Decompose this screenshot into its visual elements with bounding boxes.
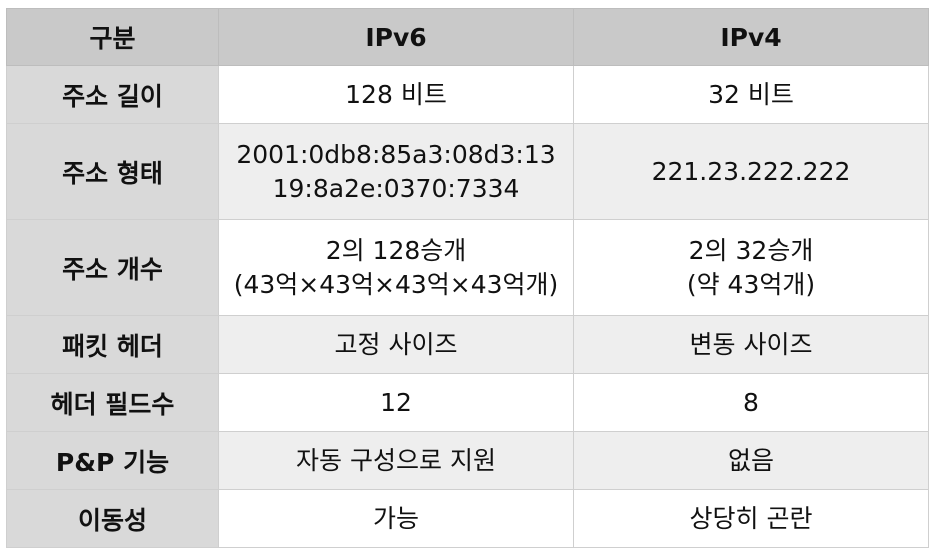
ipv6-cell: 12 bbox=[218, 373, 574, 432]
cell-line: 자동 구성으로 지원 bbox=[296, 445, 496, 475]
ipv4-cell: 상당히 곤란 bbox=[573, 489, 929, 548]
cell-line: 2의 128승개 bbox=[325, 235, 467, 265]
ipv6-cell: 고정 사이즈 bbox=[218, 315, 574, 374]
row-label: P&P 기능 bbox=[6, 431, 219, 490]
cell-line: 32 비트 bbox=[708, 79, 794, 109]
ipv6-cell: 가능 bbox=[218, 489, 574, 548]
row-label: 주소 개수 bbox=[6, 219, 219, 316]
table-header-row: 구분 IPv6 IPv4 bbox=[6, 8, 929, 66]
ipv6-ipv4-comparison-table: 구분 IPv6 IPv4 주소 길이 128 비트 32 비트 주소 형태 20… bbox=[6, 8, 929, 548]
ipv6-cell: 2의 128승개 (43억×43억×43억×43억개) bbox=[218, 219, 574, 316]
cell-line: (43억×43억×43억×43억개) bbox=[233, 269, 559, 299]
table-row: 패킷 헤더 고정 사이즈 변동 사이즈 bbox=[6, 315, 929, 374]
ipv6-cell: 2001:0db8:85a3:08d3:13 19:8a2e:0370:7334 bbox=[218, 123, 574, 220]
row-label: 주소 길이 bbox=[6, 65, 219, 124]
ipv4-cell: 221.23.222.222 bbox=[573, 123, 929, 220]
header-ipv4: IPv4 bbox=[573, 8, 929, 66]
cell-line: 8 bbox=[743, 387, 759, 417]
table-row: 주소 개수 2의 128승개 (43억×43억×43억×43억개) 2의 32승… bbox=[6, 219, 929, 316]
cell-line: 2의 32승개 bbox=[688, 235, 814, 265]
ipv6-cell: 자동 구성으로 지원 bbox=[218, 431, 574, 490]
cell-line: 고정 사이즈 bbox=[334, 329, 458, 359]
cell-line: 221.23.222.222 bbox=[651, 156, 851, 186]
cell-line: 2001:0db8:85a3:08d3:13 bbox=[236, 139, 556, 169]
table-row: 주소 형태 2001:0db8:85a3:08d3:13 19:8a2e:037… bbox=[6, 123, 929, 220]
comparison-table-container: 구분 IPv6 IPv4 주소 길이 128 비트 32 비트 주소 형태 20… bbox=[6, 8, 929, 548]
header-ipv6: IPv6 bbox=[218, 8, 574, 66]
ipv4-cell: 32 비트 bbox=[573, 65, 929, 124]
row-label: 주소 형태 bbox=[6, 123, 219, 220]
cell-line: 변동 사이즈 bbox=[689, 329, 813, 359]
ipv6-cell: 128 비트 bbox=[218, 65, 574, 124]
table-row: 헤더 필드수 12 8 bbox=[6, 373, 929, 432]
ipv4-cell: 8 bbox=[573, 373, 929, 432]
row-label: 헤더 필드수 bbox=[6, 373, 219, 432]
cell-line: (약 43억개) bbox=[686, 269, 816, 299]
table-row: P&P 기능 자동 구성으로 지원 없음 bbox=[6, 431, 929, 490]
cell-line: 12 bbox=[380, 387, 412, 417]
row-label: 패킷 헤더 bbox=[6, 315, 219, 374]
row-label: 이동성 bbox=[6, 489, 219, 548]
ipv4-cell: 2의 32승개 (약 43억개) bbox=[573, 219, 929, 316]
cell-line: 가능 bbox=[372, 503, 419, 533]
header-category: 구분 bbox=[6, 8, 219, 66]
cell-line: 없음 bbox=[727, 445, 774, 475]
cell-line: 128 비트 bbox=[345, 79, 447, 109]
table-row: 이동성 가능 상당히 곤란 bbox=[6, 489, 929, 548]
cell-line: 19:8a2e:0370:7334 bbox=[272, 173, 520, 203]
ipv4-cell: 변동 사이즈 bbox=[573, 315, 929, 374]
ipv4-cell: 없음 bbox=[573, 431, 929, 490]
cell-line: 상당히 곤란 bbox=[689, 503, 813, 533]
table-row: 주소 길이 128 비트 32 비트 bbox=[6, 65, 929, 124]
